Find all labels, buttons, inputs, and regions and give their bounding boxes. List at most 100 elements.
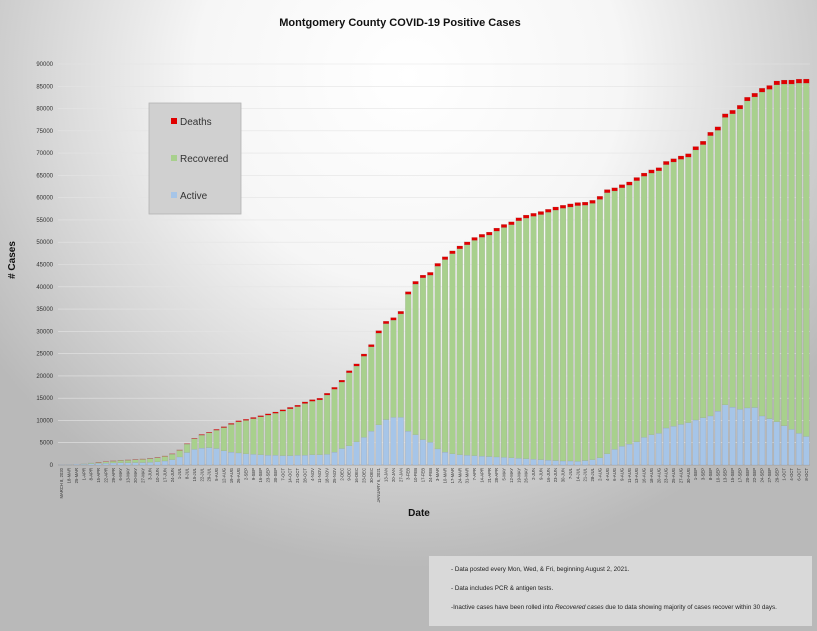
x-tick-label: 11-NOV	[317, 468, 322, 483]
bar-active	[671, 426, 677, 465]
x-tick-label: 2-AUG	[597, 468, 602, 481]
bar-deaths	[774, 81, 780, 85]
x-tick-label: 4-AUG	[605, 468, 610, 481]
y-tick-label: 5000	[40, 441, 54, 447]
bar-active	[147, 462, 153, 465]
bar-recovered	[641, 176, 647, 437]
bar-recovered	[612, 191, 618, 449]
bar-recovered	[324, 395, 330, 454]
y-tick-label: 50000	[36, 240, 53, 246]
bar-deaths	[339, 380, 345, 382]
bar-active	[199, 448, 205, 465]
bar-deaths	[796, 79, 802, 83]
bar-recovered	[472, 240, 478, 455]
bar-recovered	[133, 460, 139, 463]
bar-deaths	[612, 188, 618, 191]
x-tick-label: 14-APR	[479, 468, 484, 483]
bar-active	[501, 457, 507, 465]
bar-recovered	[427, 275, 433, 442]
bar-recovered	[125, 460, 131, 463]
bar-active	[96, 463, 102, 465]
bar-recovered	[494, 231, 500, 457]
bar-deaths	[376, 331, 382, 333]
x-tick-label: 24-FEB	[428, 468, 433, 482]
legend-label-recovered: Recovered	[180, 154, 228, 165]
bar-active	[781, 426, 787, 465]
x-tick-label: 19-AUG	[229, 468, 234, 483]
bar-active	[177, 457, 183, 465]
x-tick-label: 17-MAR	[450, 468, 455, 483]
bar-deaths	[678, 156, 684, 159]
bar-recovered	[767, 89, 773, 418]
bar-recovered	[700, 145, 706, 418]
bar-recovered	[155, 458, 161, 462]
y-tick-label: 55000	[36, 218, 53, 224]
y-axis-title: # Cases	[7, 241, 18, 279]
x-tick-label: 18-NOV	[325, 468, 330, 483]
bar-recovered	[457, 249, 463, 455]
bar-active	[221, 451, 227, 465]
bar-recovered	[265, 415, 271, 455]
x-tick-label: 21-JUL	[583, 467, 588, 481]
bar-recovered	[177, 450, 183, 457]
bar-active	[214, 449, 220, 465]
y-axis-ticks: 0500010000150002000025000300003500040000…	[36, 62, 53, 469]
x-tick-label: 13-SEP	[723, 468, 728, 483]
chart-title: Montgomery County COVID-19 Positive Case…	[279, 17, 520, 29]
bar-deaths	[553, 207, 559, 210]
bar-active	[74, 464, 80, 465]
bar-deaths	[671, 159, 677, 162]
x-tick-label: 1-APR	[81, 468, 86, 480]
bar-active	[457, 455, 463, 465]
x-tick-label: 10-FEB	[413, 468, 418, 482]
bar-recovered	[405, 294, 411, 431]
x-tick-label: 9-DEC	[347, 468, 352, 481]
bar-deaths	[693, 147, 699, 150]
bar-deaths	[250, 417, 256, 418]
bar-deaths	[545, 209, 551, 212]
x-tick-label: 8-OCT	[804, 468, 809, 481]
bar-recovered	[118, 460, 124, 462]
x-tick-label: 18-AUG	[649, 468, 654, 483]
bar-recovered	[597, 199, 603, 457]
bar-active	[494, 457, 500, 465]
bar-active	[700, 418, 706, 465]
bar-recovered	[339, 382, 345, 448]
bar-deaths	[715, 127, 721, 131]
bar-recovered	[685, 157, 691, 423]
bar-recovered	[516, 221, 522, 458]
x-tick-label: 9-JUN	[538, 468, 543, 480]
x-tick-label: 1-OCT	[782, 468, 787, 481]
bar-active	[509, 458, 515, 465]
x-tick-label: 13-MAY	[126, 468, 131, 483]
x-tick-label: 22-APR	[103, 468, 108, 483]
bar-recovered	[295, 407, 301, 456]
bar-deaths	[405, 292, 411, 295]
bar-recovered	[250, 419, 256, 455]
bar-deaths	[420, 275, 426, 278]
notes-box: - Data posted every Mon, Wed, & Fri, beg…	[429, 556, 812, 626]
x-tick-label: 2-JUN	[531, 468, 536, 480]
y-tick-label: 45000	[36, 263, 53, 269]
bar-deaths	[575, 203, 581, 206]
legend-swatch-recovered	[171, 155, 177, 161]
bar-active	[420, 440, 426, 465]
bar-recovered	[442, 260, 448, 452]
x-tick-label: 15-SEP	[730, 468, 735, 483]
y-tick-label: 60000	[36, 196, 53, 202]
bar-deaths	[531, 213, 537, 216]
bar-active	[435, 449, 441, 465]
bar-recovered	[531, 216, 537, 459]
bar-active	[619, 446, 625, 465]
y-tick-label: 35000	[36, 307, 53, 313]
bar-deaths	[280, 410, 286, 411]
bar-active	[737, 409, 743, 465]
x-tick-label: 9-SEP	[251, 468, 256, 480]
bar-active	[110, 463, 116, 465]
note-prefix: -Inactive cases have been rolled into	[451, 604, 555, 611]
x-tick-label: 7-JUL	[568, 467, 573, 479]
bar-recovered	[346, 373, 352, 446]
y-tick-label: 40000	[36, 285, 53, 291]
bar-recovered	[413, 284, 419, 435]
bar-recovered	[110, 461, 116, 463]
